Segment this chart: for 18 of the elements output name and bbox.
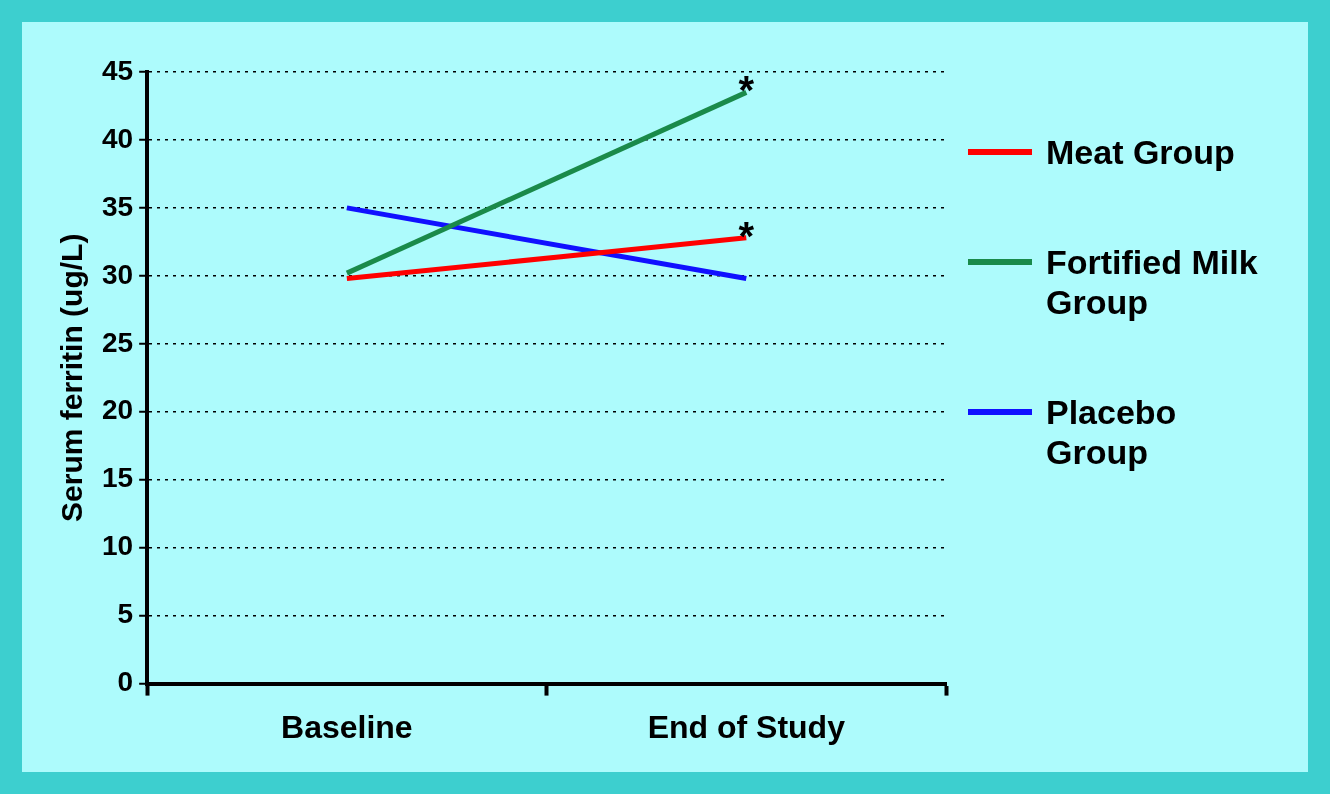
- y-tick-label: 45: [101, 54, 134, 86]
- annotation: *: [738, 68, 755, 113]
- legend-label: Fortified Milk Group: [1046, 242, 1259, 322]
- y-tick-label: 35: [101, 190, 134, 222]
- x-tick-label: Baseline: [281, 708, 413, 745]
- legend-label: Meat Group: [1046, 132, 1235, 172]
- y-axis-title: Serum ferritin (ug/L): [55, 233, 89, 522]
- y-tick-label: 0: [117, 666, 134, 698]
- y-tick-label: 10: [101, 530, 134, 562]
- y-tick-label: 20: [101, 394, 134, 426]
- legend-label: Placebo Group: [1046, 392, 1178, 472]
- annotation: *: [738, 213, 755, 258]
- y-tick-label: 30: [101, 258, 134, 290]
- y-tick-label: 15: [101, 462, 134, 494]
- y-tick-label: 40: [101, 122, 134, 154]
- y-tick-label: 25: [101, 326, 134, 358]
- y-tick-label: 5: [117, 598, 134, 630]
- x-tick-label: End of Study: [647, 708, 846, 745]
